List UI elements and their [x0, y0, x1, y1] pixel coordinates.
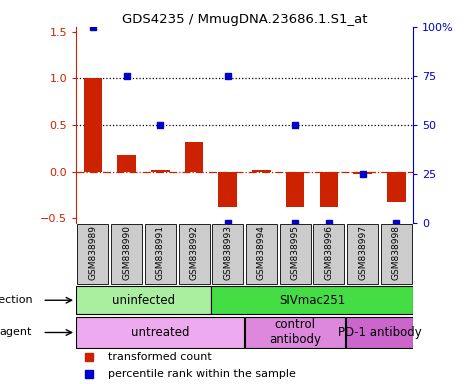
- Text: uninfected: uninfected: [112, 294, 175, 307]
- FancyBboxPatch shape: [314, 224, 344, 284]
- Bar: [84, 78, 102, 172]
- Text: GSM838996: GSM838996: [324, 225, 333, 280]
- Bar: [252, 170, 271, 172]
- FancyBboxPatch shape: [346, 317, 413, 348]
- Text: GSM838997: GSM838997: [358, 225, 367, 280]
- Text: transformed count: transformed count: [108, 352, 212, 362]
- Text: untreated: untreated: [131, 326, 190, 339]
- FancyBboxPatch shape: [280, 224, 311, 284]
- Bar: [117, 155, 136, 172]
- Text: PD-1 antibody: PD-1 antibody: [338, 326, 421, 339]
- Bar: [218, 172, 237, 207]
- Text: GSM838989: GSM838989: [88, 225, 97, 280]
- Text: control
antibody: control antibody: [269, 318, 321, 346]
- Text: GSM838994: GSM838994: [257, 225, 266, 280]
- FancyBboxPatch shape: [381, 224, 412, 284]
- FancyBboxPatch shape: [77, 224, 108, 284]
- Bar: [185, 142, 203, 172]
- FancyBboxPatch shape: [76, 286, 210, 314]
- Title: GDS4235 / MmugDNA.23686.1.S1_at: GDS4235 / MmugDNA.23686.1.S1_at: [122, 13, 367, 26]
- Text: GSM838995: GSM838995: [291, 225, 300, 280]
- Bar: [320, 172, 338, 207]
- Bar: [286, 172, 304, 207]
- Bar: [387, 172, 406, 202]
- Text: infection: infection: [0, 295, 32, 305]
- Text: GSM838992: GSM838992: [190, 225, 199, 280]
- Text: GSM838991: GSM838991: [156, 225, 165, 280]
- FancyBboxPatch shape: [76, 317, 244, 348]
- Text: GSM838993: GSM838993: [223, 225, 232, 280]
- Text: GSM838998: GSM838998: [392, 225, 401, 280]
- FancyBboxPatch shape: [179, 224, 209, 284]
- Text: percentile rank within the sample: percentile rank within the sample: [108, 369, 296, 379]
- Text: GSM838990: GSM838990: [122, 225, 131, 280]
- Bar: [353, 172, 372, 174]
- FancyBboxPatch shape: [145, 224, 176, 284]
- FancyBboxPatch shape: [347, 224, 378, 284]
- FancyBboxPatch shape: [111, 224, 142, 284]
- FancyBboxPatch shape: [245, 317, 345, 348]
- Bar: [151, 170, 170, 172]
- Text: SIVmac251: SIVmac251: [279, 294, 345, 307]
- Text: agent: agent: [0, 328, 32, 338]
- FancyBboxPatch shape: [212, 224, 243, 284]
- FancyBboxPatch shape: [246, 224, 277, 284]
- FancyBboxPatch shape: [211, 286, 413, 314]
